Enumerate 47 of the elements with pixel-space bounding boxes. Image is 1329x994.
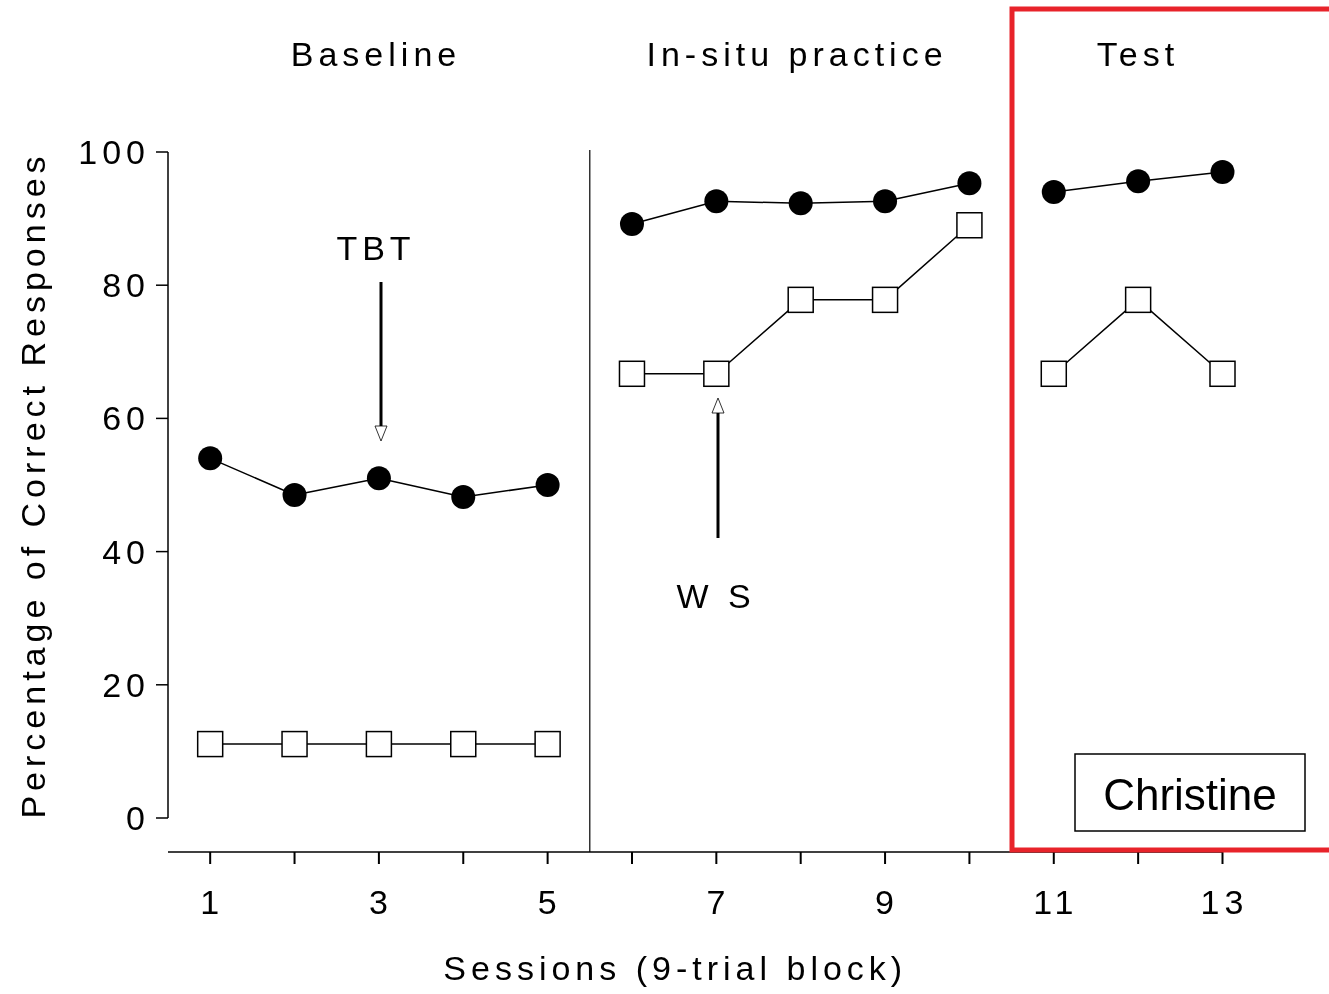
point — [619, 211, 644, 236]
x-tick-label: 9 — [875, 883, 900, 921]
point — [198, 446, 223, 471]
point — [450, 730, 477, 758]
point — [366, 466, 391, 491]
point — [1209, 360, 1236, 388]
y-tick-label: 80 — [102, 266, 150, 305]
point — [1126, 169, 1151, 194]
x-tick-label: 13 — [1200, 883, 1249, 921]
y-tick-label: 60 — [102, 399, 150, 438]
point — [871, 286, 899, 314]
point — [365, 730, 393, 758]
point — [957, 171, 982, 196]
point — [704, 189, 729, 214]
point — [282, 482, 307, 507]
annotation: W S — [676, 577, 756, 615]
annotation: Christine — [1103, 770, 1277, 819]
x-tick-label: 7 — [706, 883, 731, 921]
x-axis-title: Sessions (9-trial block) — [443, 949, 908, 987]
point — [956, 212, 983, 239]
point — [451, 484, 476, 509]
point — [703, 360, 730, 388]
point — [1210, 159, 1235, 184]
point — [281, 730, 308, 758]
annotation: TBT — [336, 229, 416, 267]
x-tick-label: 11 — [1033, 883, 1079, 921]
point — [1040, 360, 1068, 388]
point — [534, 730, 561, 758]
text: Baseline — [290, 35, 462, 73]
y-tick-label: 20 — [102, 665, 150, 704]
text: In-situ practice — [646, 35, 948, 73]
point — [535, 473, 560, 497]
point — [1041, 179, 1066, 204]
point — [1124, 286, 1152, 314]
y-tick-label: 0 — [126, 799, 150, 837]
x-tick-label: 5 — [537, 883, 562, 921]
y-tick-label: 40 — [102, 532, 150, 571]
point — [787, 286, 814, 314]
y-axis-title: Percentage of Correct Responses — [14, 151, 52, 819]
point — [196, 730, 224, 758]
point — [788, 191, 813, 216]
y-tick-label: 100 — [78, 133, 150, 171]
point — [873, 189, 898, 214]
x-tick-label: 3 — [368, 883, 393, 921]
x-tick-label: 1 — [200, 883, 225, 921]
point — [618, 360, 646, 388]
text: Test — [1096, 35, 1180, 73]
